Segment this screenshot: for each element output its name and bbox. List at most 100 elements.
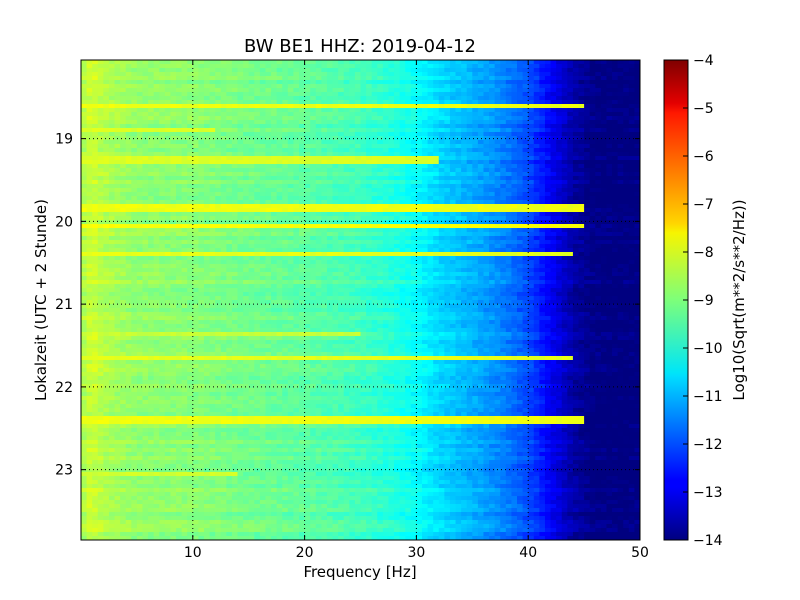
heatmap-cell xyxy=(187,120,194,125)
heatmap-cell xyxy=(606,248,613,253)
heatmap-cell xyxy=(332,132,339,137)
heatmap-cell xyxy=(248,156,255,161)
heatmap-cell xyxy=(326,68,334,73)
heatmap-cell xyxy=(399,232,406,237)
heatmap-cell xyxy=(103,80,110,85)
heatmap-cell xyxy=(259,236,267,241)
heatmap-cell xyxy=(405,72,412,77)
heatmap-cell xyxy=(572,116,580,121)
heatmap-cell xyxy=(433,104,440,109)
heatmap-cell xyxy=(237,232,244,237)
heatmap-cell xyxy=(321,160,328,165)
heatmap-cell xyxy=(120,80,127,85)
heatmap-cell xyxy=(114,148,121,153)
heatmap-cell xyxy=(321,124,328,129)
heatmap-cell xyxy=(120,128,127,133)
heatmap-cell xyxy=(332,196,339,201)
heatmap-cell xyxy=(533,140,540,145)
heatmap-cell xyxy=(114,72,121,77)
heatmap-cell xyxy=(271,152,278,157)
heatmap-cell xyxy=(483,76,490,81)
heatmap-cell xyxy=(421,220,429,225)
heatmap-cell xyxy=(371,140,378,145)
heatmap-cell xyxy=(634,164,640,169)
heatmap-cell xyxy=(561,60,568,65)
heatmap-cell xyxy=(215,120,222,125)
heatmap-cell xyxy=(254,196,261,201)
heatmap-cell xyxy=(315,204,322,209)
heatmap-cell xyxy=(343,256,350,261)
heatmap-cell xyxy=(634,224,640,229)
heatmap-cell xyxy=(511,160,518,165)
heatmap-cell xyxy=(528,80,535,85)
heatmap-cell xyxy=(271,256,278,261)
heatmap-cell xyxy=(103,216,110,221)
heatmap-cell xyxy=(92,100,99,105)
heatmap-cell xyxy=(623,164,630,169)
heatmap-cell xyxy=(293,256,300,261)
heatmap-cell xyxy=(623,128,630,133)
heatmap-cell xyxy=(584,204,591,209)
heatmap-cell xyxy=(332,188,339,193)
heatmap-cell xyxy=(103,212,110,217)
heatmap-cell xyxy=(276,204,283,209)
heatmap-cell xyxy=(528,196,535,201)
heatmap-cell xyxy=(203,232,211,237)
heatmap-cell xyxy=(315,148,322,153)
heatmap-cell xyxy=(505,236,513,241)
heatmap-cell xyxy=(550,216,557,221)
heatmap-cell xyxy=(382,236,390,241)
heatmap-cell xyxy=(176,216,183,221)
heatmap-cell xyxy=(433,212,440,217)
heatmap-cell xyxy=(103,60,110,65)
heatmap-cell xyxy=(444,224,451,229)
heatmap-cell xyxy=(354,160,362,165)
heatmap-cell xyxy=(634,76,640,81)
heatmap-cell xyxy=(427,148,434,153)
heatmap-cell xyxy=(539,128,546,133)
heatmap-cell xyxy=(97,140,104,145)
heatmap-cell xyxy=(254,148,261,153)
heatmap-cell xyxy=(606,104,613,109)
heatmap-cell xyxy=(220,184,227,189)
heatmap-cell xyxy=(287,92,295,97)
heatmap-cell xyxy=(81,188,88,193)
heatmap-cell xyxy=(421,60,429,65)
heatmap-cell xyxy=(299,144,306,149)
heatmap-cell xyxy=(153,164,160,169)
heatmap-cell xyxy=(282,144,289,149)
heatmap-cell xyxy=(544,72,552,77)
heatmap-cell xyxy=(226,88,233,93)
heatmap-cell xyxy=(315,68,322,73)
heatmap-cell xyxy=(556,112,563,117)
heatmap-cell xyxy=(612,184,619,189)
heatmap-cell xyxy=(578,156,585,161)
heatmap-cell xyxy=(226,248,233,253)
heatmap-cell xyxy=(299,64,306,69)
heatmap-cell xyxy=(628,156,636,161)
heatmap-cell xyxy=(511,148,518,153)
heatmap-cell xyxy=(354,148,362,153)
heatmap-cell xyxy=(136,104,144,109)
heatmap-cell xyxy=(181,68,188,73)
heatmap-cell xyxy=(528,76,535,81)
heatmap-cell xyxy=(623,100,630,105)
heatmap-cell xyxy=(572,68,580,73)
heatmap-cell xyxy=(528,68,535,73)
heatmap-cell xyxy=(533,132,540,137)
heatmap-cell xyxy=(561,104,568,109)
heatmap-cell xyxy=(321,252,328,257)
heatmap-cell xyxy=(578,228,585,233)
heatmap-cell xyxy=(522,116,529,121)
heatmap-cell xyxy=(472,60,479,65)
heatmap-cell xyxy=(237,188,244,193)
heatmap-cell xyxy=(461,168,468,173)
heatmap-cell xyxy=(377,92,384,97)
heatmap-cell xyxy=(494,208,501,213)
heatmap-cell xyxy=(589,248,596,253)
heatmap-cell xyxy=(388,68,395,73)
heatmap-cell xyxy=(544,84,552,89)
heatmap-cell xyxy=(215,104,222,109)
heatmap-cell xyxy=(505,88,513,93)
heatmap-cell xyxy=(338,132,345,137)
